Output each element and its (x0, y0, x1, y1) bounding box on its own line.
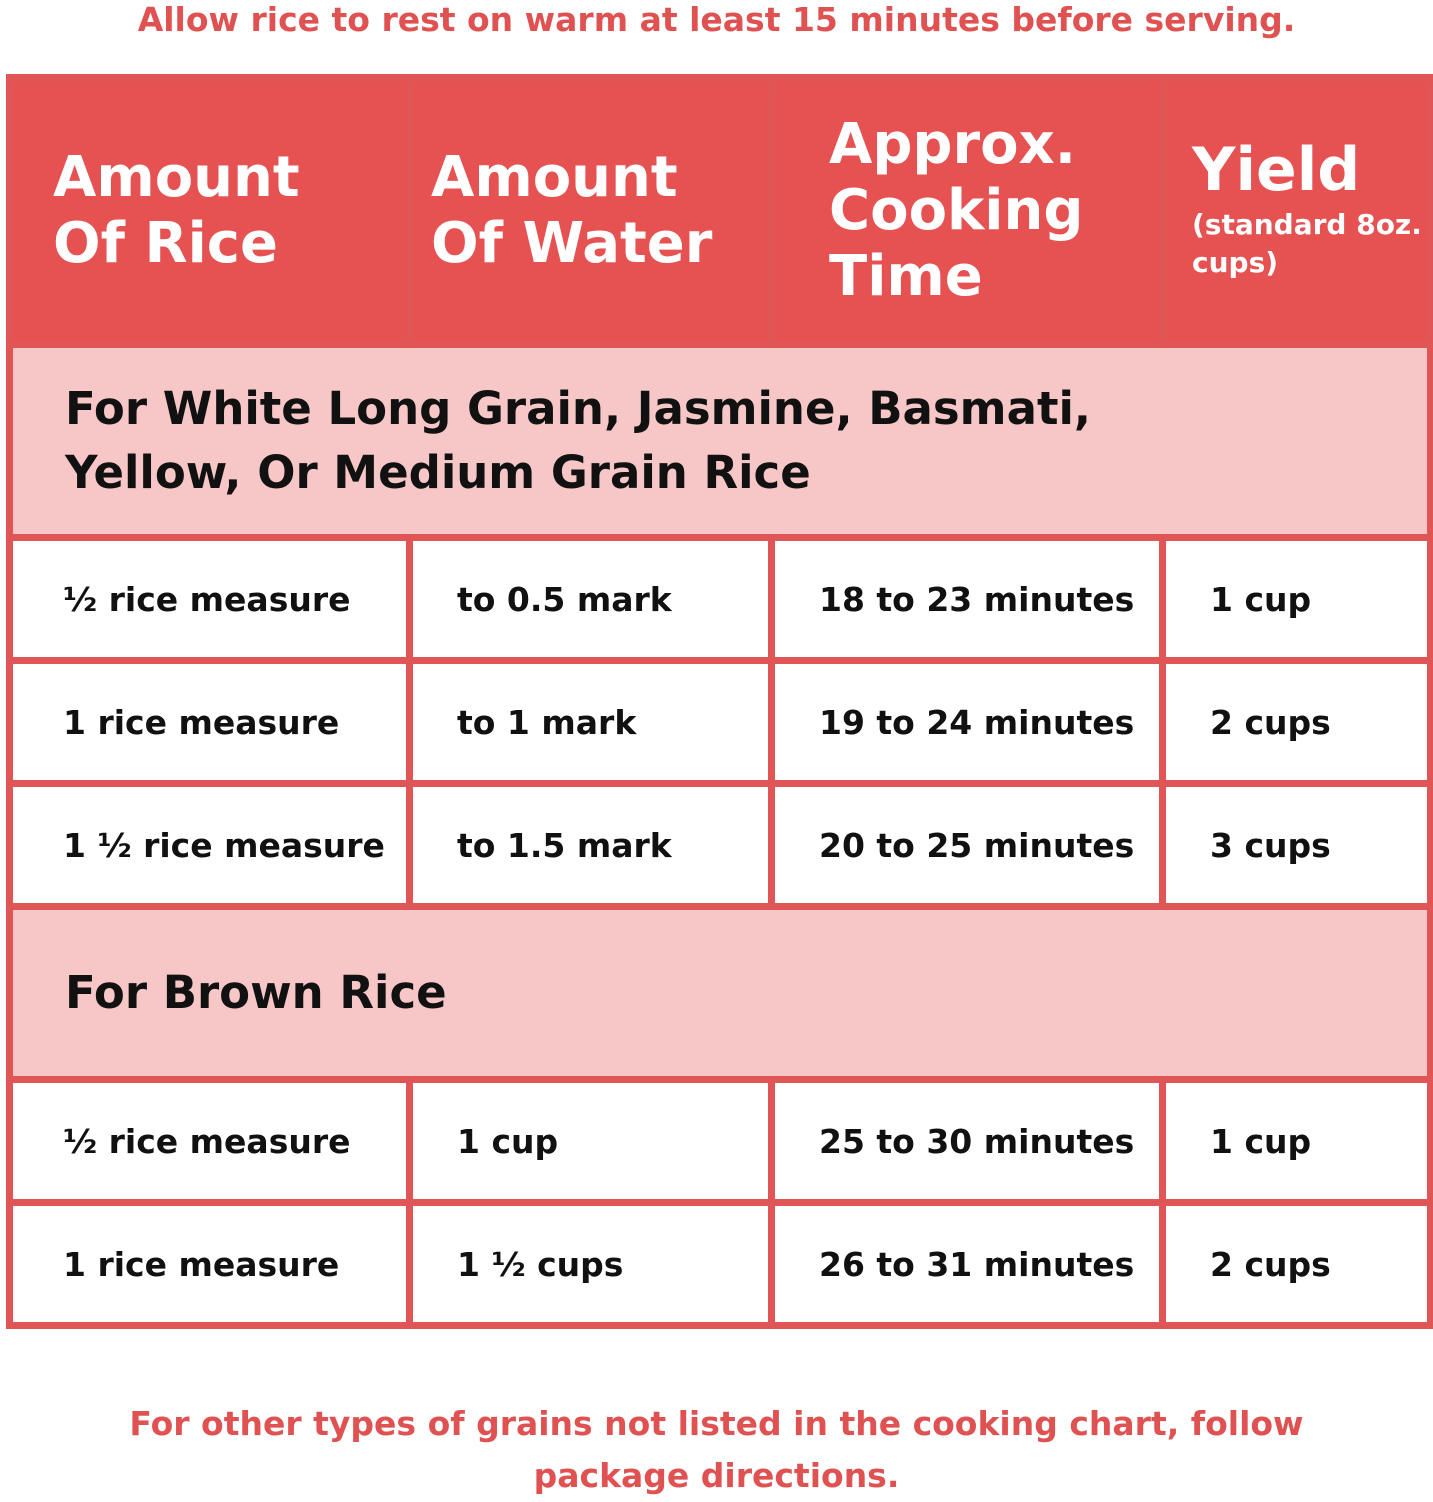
table-row: ½ rice measure 1 cup 25 to 30 minutes 1 … (6, 1076, 1433, 1206)
cell-yield: 3 cups (1159, 780, 1433, 910)
cell-time: 18 to 23 minutes (768, 534, 1166, 664)
cell-rice: ½ rice measure (6, 1076, 413, 1206)
rest-instruction: Allow rice to rest on warm at least 15 m… (137, 0, 1296, 39)
cell-time: 25 to 30 minutes (768, 1076, 1166, 1206)
table-row: 1 rice measure to 1 mark 19 to 24 minute… (6, 657, 1433, 787)
cell-yield: 2 cups (1159, 1199, 1433, 1329)
table-row: ½ rice measure to 0.5 mark 18 to 23 minu… (6, 534, 1433, 664)
table-row: 1 ½ rice measure to 1.5 mark 20 to 25 mi… (6, 780, 1433, 910)
header-row: Amount Of Rice Amount Of Water Approx. C… (6, 74, 1433, 348)
cell-rice: 1 ½ rice measure (6, 780, 413, 910)
cell-time: 20 to 25 minutes (768, 780, 1166, 910)
cell-yield: 1 cup (1159, 1076, 1433, 1206)
cell-rice: ½ rice measure (6, 534, 413, 664)
rice-cooking-chart: Amount Of Rice Amount Of Water Approx. C… (6, 74, 1433, 1329)
header-yield: Yield (standard 8oz. cups) (1159, 74, 1433, 348)
section-brown-rice: For Brown Rice (6, 903, 1433, 1083)
header-yield-sub: (standard 8oz. cups) (1192, 208, 1422, 279)
cell-rice: 1 rice measure (6, 657, 413, 787)
cell-time: 26 to 31 minutes (768, 1199, 1166, 1329)
header-amount-of-water: Amount Of Water (406, 74, 775, 348)
other-grains-note: For other types of grains not listed in … (129, 1404, 1304, 1495)
cell-water: to 1.5 mark (406, 780, 775, 910)
cell-water: to 0.5 mark (406, 534, 775, 664)
cell-time: 19 to 24 minutes (768, 657, 1166, 787)
cell-water: 1 ½ cups (406, 1199, 775, 1329)
section-white-rice: For White Long Grain, Jasmine, Basmati, … (6, 341, 1433, 541)
cell-water: 1 cup (406, 1076, 775, 1206)
section-title: For Brown Rice (6, 903, 1433, 1083)
header-cooking-time: Approx. Cooking Time (768, 74, 1166, 348)
cell-water: to 1 mark (406, 657, 775, 787)
header-yield-label: Yield (1192, 135, 1361, 205)
table-row: 1 rice measure 1 ½ cups 26 to 31 minutes… (6, 1199, 1433, 1329)
cell-yield: 2 cups (1159, 657, 1433, 787)
cell-yield: 1 cup (1159, 534, 1433, 664)
cell-rice: 1 rice measure (6, 1199, 413, 1329)
section-title: For White Long Grain, Jasmine, Basmati, … (6, 341, 1433, 541)
header-amount-of-rice: Amount Of Rice (6, 74, 413, 348)
